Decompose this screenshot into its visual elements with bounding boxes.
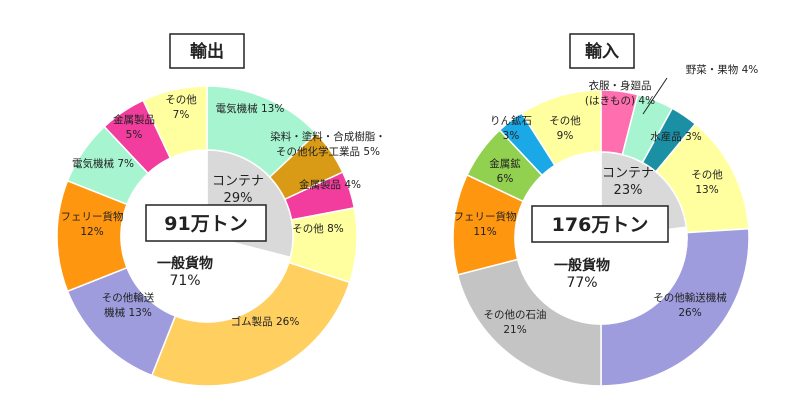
outer-slice-label-8: 金属製品 5% [113, 113, 155, 141]
outer-slice-label-0: 衣服・身廻品(はきもの) 4% [585, 79, 655, 107]
outer-slice-label-7: 電気機械 7% [72, 157, 134, 170]
import-chart: 衣服・身廻品(はきもの) 4% 野菜・果物 4% 水産品 3% その他 13% その他輸送… [452, 33, 759, 387]
export-chart: 電気機械 13% 染料・塗料・合成樹脂・その他化学工業品 5% 金属製品 4% その他… [56, 33, 386, 387]
leader-line [642, 77, 668, 115]
outer-slice-label-5: その他の石油 21% [484, 308, 547, 336]
outer-slice-label-2: 金属製品 4% [299, 178, 361, 191]
inner-slice-label-1: 一般貨物 71% [157, 255, 213, 289]
total-label: 91万トン [164, 213, 247, 235]
outer-slice-label-7: 金属鉱 6% [489, 157, 521, 185]
outer-slice-label-4: ゴム製品 26% [231, 315, 300, 328]
outer-slice-label-6: フェリー貨物 12% [61, 210, 124, 238]
outer-slice-label-1: 染料・塗料・合成樹脂・その他化学工業品 5% [270, 130, 386, 158]
outer-slice-label-8: りん鉱石 3% [490, 114, 532, 142]
chart-title: 輸出 [190, 41, 224, 62]
inner-slice-label-1: 一般貨物 77% [554, 257, 610, 291]
total-box [145, 204, 267, 242]
inner-slice-label-0: コンテナ 29% [212, 174, 264, 206]
chart-title: 輸入 [585, 41, 619, 62]
chart-title-box [169, 33, 245, 69]
outer-slice-label-1: 野菜・果物 4% [686, 63, 759, 76]
outer-slice-label-3: その他 13% [691, 168, 723, 196]
chart-title-box [569, 33, 635, 69]
total-box [531, 205, 669, 243]
outer-slice-label-0: 電気機械 13% [216, 102, 285, 115]
outer-slice-label-6: フェリー貨物 11% [454, 210, 517, 238]
outer-slice-label-3: その他 8% [292, 222, 344, 235]
total-label: 176万トン [552, 214, 649, 236]
inner-slice-label-0: コンテナ 23% [602, 166, 654, 198]
outer-slice-label-4: その他輸送機械 26% [653, 291, 727, 319]
outer-slice-label-5: その他輸送機械 13% [102, 291, 155, 319]
outer-slice-label-2: 水産品 3% [650, 130, 702, 143]
outer-slice-label-9: その他 9% [549, 114, 581, 142]
outer-slice-label-9: その他 7% [165, 93, 197, 121]
